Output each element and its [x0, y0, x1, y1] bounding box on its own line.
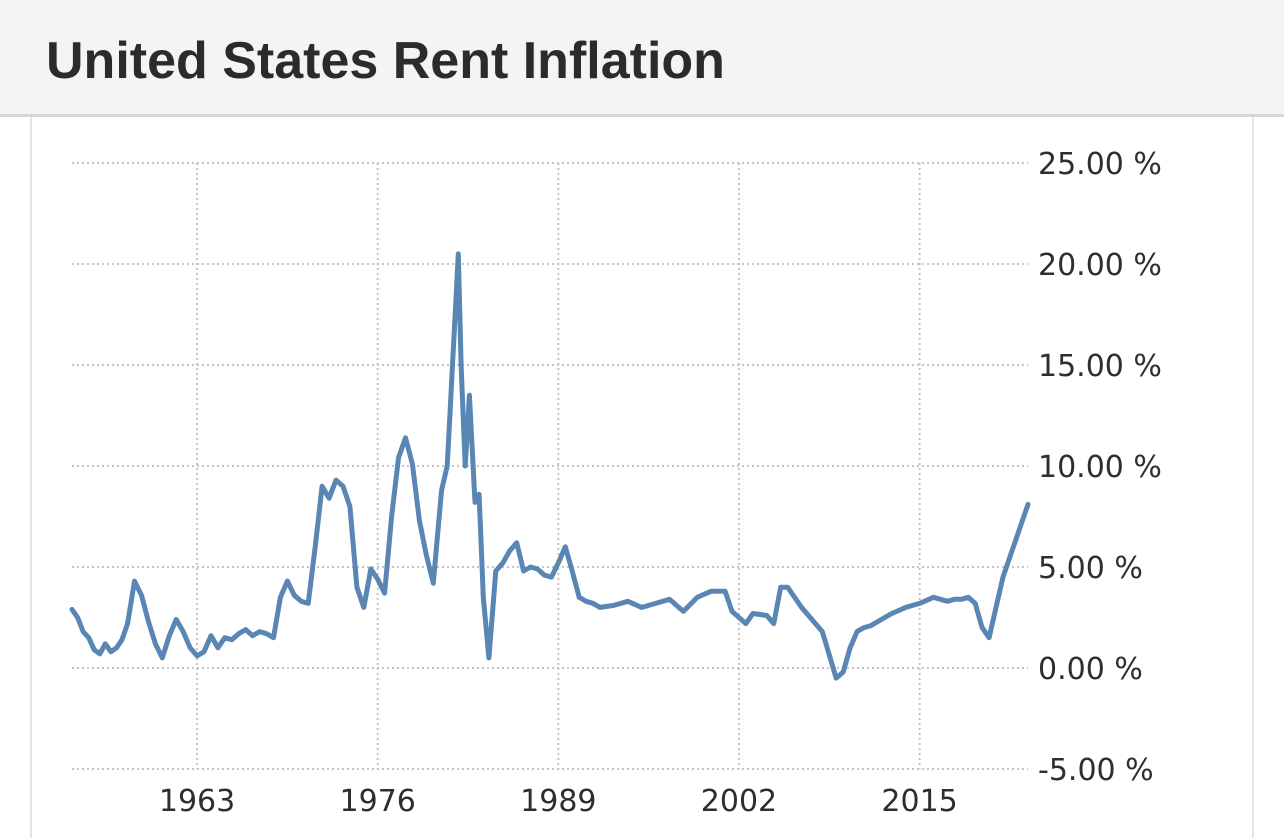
series-layer [69, 251, 1031, 681]
rent-inflation-chart: 1963 1976 1989 2002 2015 25.00 % 20.00 % 15.00… [69, 147, 1162, 819]
x-tick-label: 1976 [340, 784, 416, 819]
y-axis-tick-labels: 25.00 % 20.00 % 15.00 % 10.00 % 5.00 % 0.00 %… [1038, 147, 1162, 788]
x-axis-tick-labels: 1963 1976 1989 2002 2015 [159, 784, 958, 819]
y-tick-label: 10.00 % [1038, 450, 1162, 485]
x-tick-label: 2015 [881, 784, 957, 819]
y-tick-label: 15.00 % [1038, 349, 1162, 384]
x-tick-label: 1989 [520, 784, 596, 819]
y-tick-label: -5.00 % [1038, 753, 1154, 788]
y-tick-label: 20.00 % [1038, 248, 1162, 283]
page-title: United States Rent Inflation [46, 32, 725, 90]
chart-panel: 1963 1976 1989 2002 2015 25.00 % 20.00 % 15.00… [30, 117, 1254, 838]
x-tick-label: 1963 [159, 784, 235, 819]
y-tick-label: 5.00 % [1038, 551, 1143, 586]
x-tick-label: 2002 [701, 784, 777, 819]
y-tick-label: 25.00 % [1038, 147, 1162, 182]
y-tick-label: 0.00 % [1038, 652, 1143, 687]
page-header: United States Rent Inflation [0, 0, 1284, 117]
series-line [69, 251, 1031, 681]
grid-lines [72, 162, 1028, 770]
